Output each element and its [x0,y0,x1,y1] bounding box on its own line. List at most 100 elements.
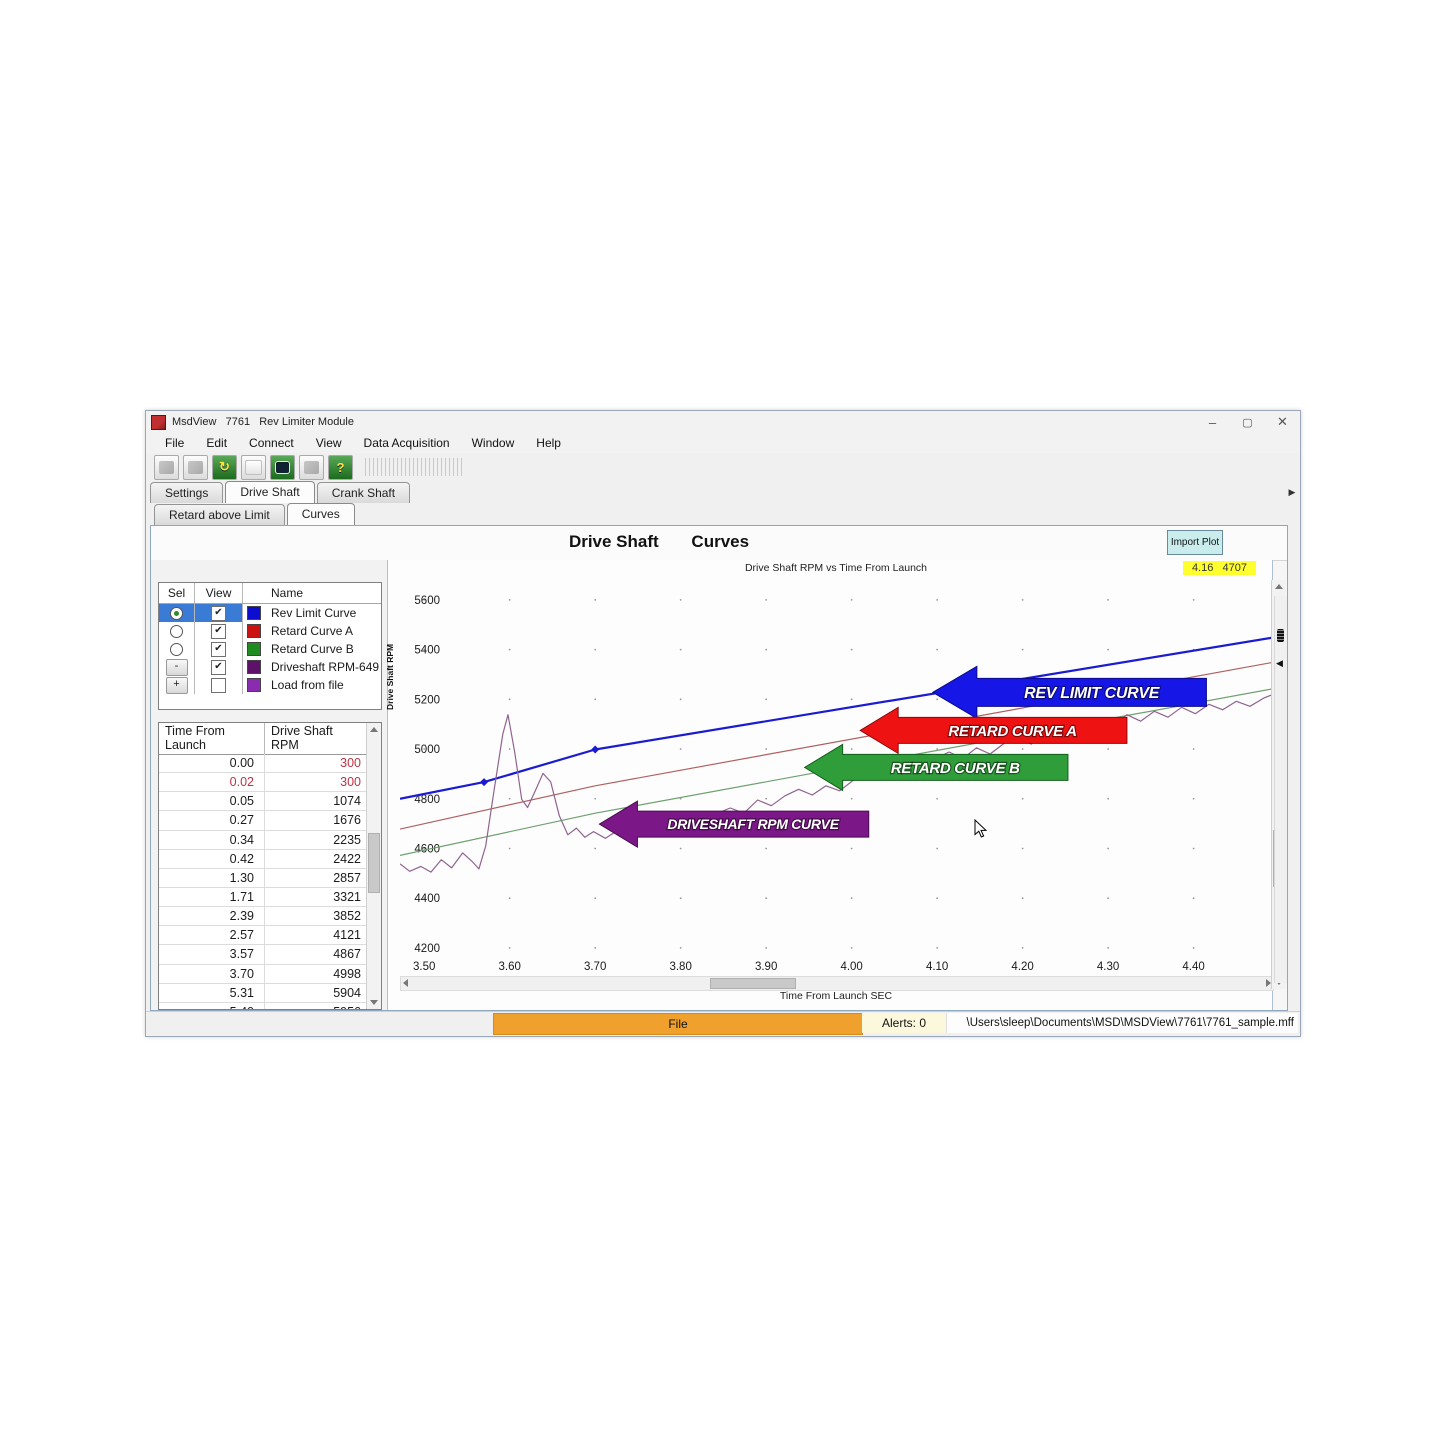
menu-view[interactable]: View [315,436,342,450]
cell-rpm[interactable]: 300 [340,775,361,790]
menu-edit[interactable]: Edit [206,436,228,450]
cell-time[interactable]: 3.70 [159,964,265,983]
menu-file[interactable]: File [165,436,185,450]
radio-button[interactable] [170,606,183,620]
chart-h-scrollbar[interactable] [400,976,1274,991]
legend-sel-cell[interactable] [159,640,195,658]
table-row: 0.42 2422 [159,849,367,869]
cell-time[interactable]: 1.71 [159,887,265,907]
minimize-button[interactable]: – [1208,414,1217,430]
scroll-up-icon[interactable] [1272,580,1286,593]
cell-time[interactable]: 1.30 [159,868,265,887]
menu-window[interactable]: Window [471,436,515,450]
menu-connect[interactable]: Connect [249,436,294,450]
legend-view-cell[interactable] [195,676,243,694]
import-plot-button[interactable]: Import Plot [1167,530,1223,555]
cell-time[interactable]: 5.40 [159,1002,265,1009]
view-checkbox[interactable]: ✔ [211,623,226,639]
tab-crank-shaft[interactable]: Crank Shaft [316,482,411,503]
scroll-left-icon[interactable] [403,979,408,987]
view-checkbox[interactable] [211,677,226,693]
cell-rpm[interactable]: 1676 [333,813,361,828]
grid-dot [1192,797,1195,800]
legend-curve-name[interactable]: Rev Limit Curve [271,606,357,620]
legend-curve-name[interactable]: Driveshaft RPM-649 [271,660,380,674]
tab-scroll-right-icon[interactable]: ▶ [1288,486,1296,497]
legend-sel-cell[interactable]: - [159,658,195,676]
cell-time[interactable]: 5.31 [159,983,265,1002]
tab-drive-shaft[interactable]: Drive Shaft [225,481,315,503]
cell-rpm[interactable]: 5956 [265,1003,367,1009]
view-checkbox[interactable]: ✔ [211,605,226,621]
view-checkbox[interactable]: ✔ [211,659,226,675]
scroll-right-icon[interactable] [1266,979,1271,987]
scrollbar-thumb[interactable] [368,833,380,893]
collapse-left-icon[interactable]: ◀ [1276,658,1283,668]
cell-rpm[interactable]: 1074 [333,794,361,809]
cell-time[interactable]: 0.00 [159,754,265,773]
legend-row[interactable]: ✔ Retard Curve B [159,640,381,658]
cell-time[interactable]: 0.42 [159,849,265,868]
legend-row[interactable]: + Load from file [159,676,381,694]
cell-rpm[interactable]: 300 [340,756,361,771]
connect-icon[interactable]: ↻ [212,454,237,480]
cell-time[interactable]: 0.02 [159,773,265,792]
cell-time[interactable]: 3.57 [159,945,265,964]
h-scrollbar-thumb[interactable] [710,978,796,989]
legend-row[interactable]: - ✔ Driveshaft RPM-649 [159,658,381,676]
legend-row[interactable]: ✔ Retard Curve A [159,622,381,640]
legend-curve-name[interactable]: Retard Curve B [271,642,354,656]
grid-dot [594,598,597,601]
add-curve-button[interactable]: + [165,676,188,694]
cell-rpm[interactable]: 3852 [333,909,361,924]
cell-rpm[interactable]: 4998 [333,966,361,981]
legend-header-row: Sel View Name [159,583,381,604]
open-icon[interactable] [154,454,179,480]
subtab-retard-above-limit[interactable]: Retard above Limit [154,504,285,525]
legend-view-cell[interactable]: ✔ [195,622,243,640]
cell-time[interactable]: 2.39 [159,907,265,926]
maximize-button[interactable]: ▢ [1242,416,1253,429]
grid-dot [508,748,511,750]
menu-help[interactable]: Help [536,436,561,450]
tab-settings[interactable]: Settings [150,482,224,503]
cell-rpm[interactable]: 2235 [333,832,361,847]
legend-row[interactable]: ✔ Rev Limit Curve [159,604,381,622]
subtab-curves[interactable]: Curves [286,503,355,525]
grip-icon[interactable] [1277,629,1284,642]
legend-sel-cell[interactable] [159,622,195,640]
legend-view-cell[interactable]: ✔ [195,640,243,658]
legend-sel-cell[interactable] [159,604,195,622]
scroll-down-icon[interactable] [367,996,381,1009]
cell-rpm[interactable]: 2857 [333,870,361,885]
radio-button[interactable] [170,624,183,638]
cell-time[interactable]: 2.57 [159,926,265,945]
cell-time[interactable]: 0.34 [159,830,265,849]
cell-rpm[interactable]: 4867 [333,947,361,962]
grid-icon[interactable] [299,454,324,480]
grid-dot [850,748,853,750]
legend-curve-name[interactable]: Load from file [271,678,344,692]
data-table-scrollbar[interactable] [366,723,381,1009]
view-checkbox[interactable]: ✔ [211,641,226,657]
menu-data-acquisition[interactable]: Data Acquisition [363,436,450,450]
save-icon[interactable] [183,454,208,480]
legend-curve-name[interactable]: Retard Curve A [271,624,354,638]
close-button[interactable]: ✕ [1277,414,1288,429]
cell-rpm[interactable]: 2422 [333,851,361,866]
cell-time[interactable]: 0.05 [159,792,265,811]
radio-button[interactable] [170,642,183,656]
remove-curve-button[interactable]: - [165,658,188,676]
cell-rpm[interactable]: 4121 [333,928,361,943]
legend-view-cell[interactable]: ✔ [195,658,243,676]
scroll-up-icon[interactable] [367,723,381,736]
cell-time[interactable]: 0.27 [159,811,265,830]
legend-sel-cell[interactable]: + [159,676,195,694]
data-monitor-icon[interactable] [270,454,295,480]
help-icon[interactable]: ? [328,454,353,480]
cell-rpm[interactable]: 5904 [333,985,361,1000]
cell-rpm[interactable]: 3321 [333,890,361,905]
new-window-icon[interactable] [241,454,266,480]
legend-view-cell[interactable]: ✔ [195,604,243,622]
